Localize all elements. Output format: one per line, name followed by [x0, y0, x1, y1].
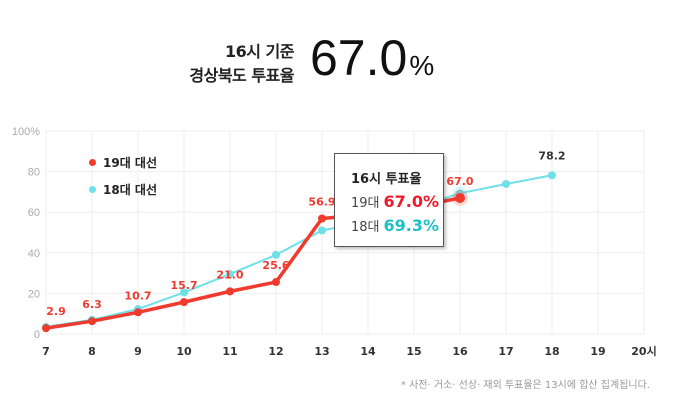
legend-dot-icon: [89, 186, 96, 193]
data-label: 78.2: [538, 149, 565, 162]
data-label: 56.9: [308, 195, 335, 208]
x-tick-label: 7: [42, 345, 50, 358]
data-label: 67.0: [446, 175, 473, 188]
footnote: * 사전· 거소· 선상· 재외 투표율은 13시에 합산 집계됩니다.: [400, 380, 650, 391]
x-tick-label: 12: [268, 345, 283, 358]
legend-label: 19대 대선: [103, 156, 157, 170]
y-tick-label: 80: [28, 167, 40, 179]
data-point[interactable]: [502, 179, 510, 188]
data-point[interactable]: [318, 226, 326, 235]
header-time-label: 16시 기준: [225, 42, 295, 61]
x-tick-label: 8: [88, 345, 96, 358]
tooltip-title: 16시 투표율: [351, 172, 422, 187]
tooltip-row-label: 19대: [351, 196, 380, 211]
legend-item-18th[interactable]: 18대 대선: [89, 181, 157, 208]
tooltip-row-value: 69.3%: [383, 216, 440, 235]
tooltip-row-label: 18대: [351, 220, 380, 235]
chart-legend: 19대 대선 18대 대선: [89, 154, 157, 208]
legend-label: 18대 대선: [103, 183, 157, 197]
data-point[interactable]: [226, 270, 234, 279]
x-tick-label: 19: [590, 345, 605, 358]
legend-item-19th[interactable]: 19대 대선: [89, 154, 157, 181]
data-label: 15.7: [170, 279, 197, 292]
data-point[interactable]: [548, 171, 556, 180]
data-point[interactable]: [226, 287, 234, 296]
data-point[interactable]: [180, 288, 188, 297]
data-label: 25.6: [262, 259, 289, 272]
turnout-number: 67.0: [310, 30, 408, 86]
chart-tooltip: 16시 투표율 19대 67.0% 18대 69.3%: [334, 153, 444, 247]
legend-dot-icon: [89, 159, 96, 166]
x-tick-label: 15: [406, 345, 421, 358]
x-tick-label: 20시: [631, 345, 656, 358]
x-tick-label: 11: [222, 345, 237, 358]
data-point[interactable]: [88, 317, 96, 326]
data-label: 10.7: [124, 289, 151, 302]
x-tick-label: 14: [360, 345, 376, 358]
x-tick-label: 10: [176, 345, 192, 358]
data-point[interactable]: [272, 250, 280, 259]
data-point[interactable]: [134, 308, 142, 317]
tooltip-row-19th: 19대 67.0%: [351, 192, 439, 211]
turnout-unit: %: [409, 50, 435, 81]
x-tick-label: 18: [544, 345, 559, 358]
turnout-value: 67.0%: [310, 30, 434, 94]
data-point[interactable]: [42, 324, 50, 333]
y-tick-label: 60: [28, 207, 40, 219]
data-point[interactable]: [455, 192, 465, 203]
header-region-label: 경상북도 투표율: [189, 66, 294, 85]
data-point[interactable]: [318, 214, 326, 223]
header: 16시 기준 경상북도 투표율 67.0%: [0, 30, 677, 90]
y-tick-label: 0: [34, 329, 40, 341]
data-label: 21.0: [216, 268, 243, 281]
x-tick-label: 13: [314, 345, 329, 358]
x-tick-label: 9: [134, 345, 142, 358]
y-tick-label: 100%: [12, 126, 40, 138]
tooltip-row-value: 67.0%: [383, 192, 440, 211]
x-tick-label: 17: [498, 345, 513, 358]
x-tick-label: 16: [452, 345, 468, 358]
data-point[interactable]: [272, 278, 280, 287]
tooltip-row-18th: 18대 69.3%: [351, 216, 439, 235]
data-label: 2.9: [46, 305, 66, 318]
y-tick-label: 40: [28, 248, 40, 260]
y-tick-label: 20: [28, 288, 40, 300]
data-point[interactable]: [180, 298, 188, 307]
data-label: 6.3: [82, 298, 102, 311]
